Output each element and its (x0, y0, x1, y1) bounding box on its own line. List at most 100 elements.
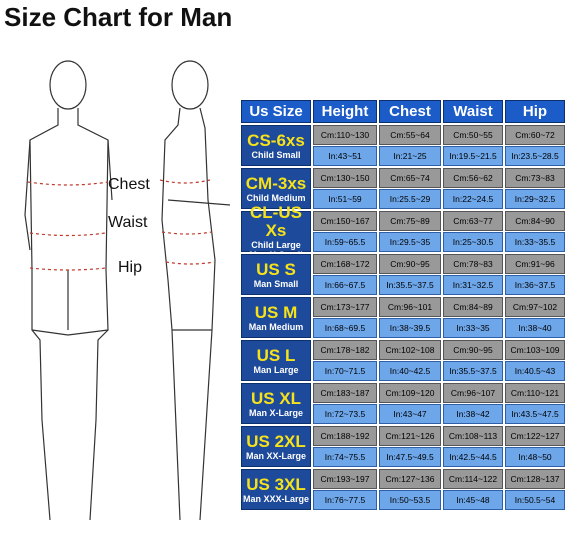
in-cell: In:40.5~43 (505, 361, 565, 381)
header-cell: Us Size (241, 100, 311, 123)
size-cell: US 3XL Man XXX-Large (241, 469, 311, 510)
cm-cell: Cm:108~113 (443, 426, 503, 446)
cm-cell: Cm:96~107 (443, 383, 503, 403)
size-name: US M (254, 302, 298, 322)
in-cell: In:59~65.5 (313, 232, 377, 252)
cm-cell: Cm:193~197 (313, 469, 377, 489)
in-cell: In:66~67.5 (313, 275, 377, 295)
cm-cell: Cm:150~167 (313, 211, 377, 231)
in-cell: In:33~35 (443, 318, 503, 338)
cm-cell: Cm:97~102 (505, 297, 565, 317)
cm-cell: Cm:91~96 (505, 254, 565, 274)
cm-cell: Cm:90~95 (443, 340, 503, 360)
in-cell: In:74~75.5 (313, 447, 377, 467)
in-cell: In:33~35.5 (505, 232, 565, 252)
in-cell: In:70~71.5 (313, 361, 377, 381)
size-name: CS-6xs (247, 130, 305, 150)
size-cell: US L Man Large (241, 340, 311, 381)
cm-cell: Cm:90~95 (379, 254, 441, 274)
cm-cell: Cm:127~136 (379, 469, 441, 489)
in-cell: In:50.5~54 (505, 490, 565, 510)
size-group: Man Small (253, 278, 299, 289)
in-cell: In:21~25 (379, 146, 441, 166)
in-cell: In:35.5~37.5 (379, 275, 441, 295)
in-cell: In:51~59 (313, 189, 377, 209)
in-cell: In:45~48 (443, 490, 503, 510)
in-cell: In:23.5~28.5 (505, 146, 565, 166)
size-cell: CM-3xs Child Medium (241, 168, 311, 209)
in-cell: In:25~30.5 (443, 232, 503, 252)
cm-cell: Cm:73~83 (505, 168, 565, 188)
cm-cell: Cm:178~182 (313, 340, 377, 360)
cm-cell: Cm:56~62 (443, 168, 503, 188)
in-cell: In:25.5~29 (379, 189, 441, 209)
size-name: US 2XL (246, 431, 306, 451)
in-cell: In:43~47 (379, 404, 441, 424)
cm-cell: Cm:183~187 (313, 383, 377, 403)
cm-cell: Cm:103~109 (505, 340, 565, 360)
header-cell: Height (313, 100, 377, 123)
size-name: US L (256, 345, 296, 365)
cm-cell: Cm:75~89 (379, 211, 441, 231)
cm-cell: Cm:114~122 (443, 469, 503, 489)
size-cell: US 2XL Man XX-Large (241, 426, 311, 467)
chest-label: Chest (108, 176, 150, 193)
header-cell: Hip (505, 100, 565, 123)
size-cell: CS-6xs Child Small (241, 125, 311, 166)
size-cell: US M Man Medium (241, 297, 311, 338)
size-group: Child Medium (246, 192, 306, 203)
size-group: Child Large (251, 239, 301, 250)
cm-cell: Cm:84~89 (443, 297, 503, 317)
header-cell: Chest (379, 100, 441, 123)
cm-cell: Cm:168~172 (313, 254, 377, 274)
header-cell: Waist (443, 100, 503, 123)
cm-cell: Cm:130~150 (313, 168, 377, 188)
cm-cell: Cm:188~192 (313, 426, 377, 446)
cm-cell: Cm:60~72 (505, 125, 565, 145)
size-name: US S (256, 259, 296, 279)
cm-cell: Cm:65~74 (379, 168, 441, 188)
in-cell: In:47.5~49.5 (379, 447, 441, 467)
in-cell: In:72~73.5 (313, 404, 377, 424)
in-cell: In:42.5~44.5 (443, 447, 503, 467)
in-cell: In:68~69.5 (313, 318, 377, 338)
cm-cell: Cm:84~90 (505, 211, 565, 231)
cm-cell: Cm:50~55 (443, 125, 503, 145)
size-group: Man Large (253, 364, 299, 375)
in-cell: In:36~37.5 (505, 275, 565, 295)
in-cell: In:31~32.5 (443, 275, 503, 295)
cm-cell: Cm:109~120 (379, 383, 441, 403)
in-cell: In:43.5~47.5 (505, 404, 565, 424)
size-group: Man XX-Large (245, 450, 306, 461)
cm-cell: Cm:121~126 (379, 426, 441, 446)
in-cell: In:40~42.5 (379, 361, 441, 381)
figures (24, 60, 231, 521)
size-name: CM-3xs (245, 173, 307, 193)
in-cell: In:38~39.5 (379, 318, 441, 338)
in-cell: In:76~77.5 (313, 490, 377, 510)
cm-cell: Cm:110~121 (505, 383, 565, 403)
cm-cell: Cm:78~83 (443, 254, 503, 274)
in-cell: In:50~53.5 (379, 490, 441, 510)
in-cell: In:22~24.5 (443, 189, 503, 209)
in-cell: In:38~40 (505, 318, 565, 338)
in-cell: In:29~32.5 (505, 189, 565, 209)
in-cell: In:43~51 (313, 146, 377, 166)
size-cell: US XL Man X-Large (241, 383, 311, 424)
size-group: Man X-Large (248, 407, 303, 418)
waist-label: Waist (108, 214, 148, 231)
in-cell: In:35.5~37.5 (443, 361, 503, 381)
in-cell: In:19.5~21.5 (443, 146, 503, 166)
cm-cell: Cm:63~77 (443, 211, 503, 231)
title: Size Chart for Man (4, 2, 233, 32)
size-cell: US S Man Small (241, 254, 311, 295)
size-group: Man Medium (248, 321, 304, 332)
cm-cell: Cm:122~127 (505, 426, 565, 446)
cm-cell: Cm:128~137 (505, 469, 565, 489)
size-group: Man XXX-Large (242, 493, 309, 504)
size-group: Child Small (251, 149, 301, 160)
hip-label: Hip (118, 259, 143, 276)
front-figure (24, 60, 113, 521)
